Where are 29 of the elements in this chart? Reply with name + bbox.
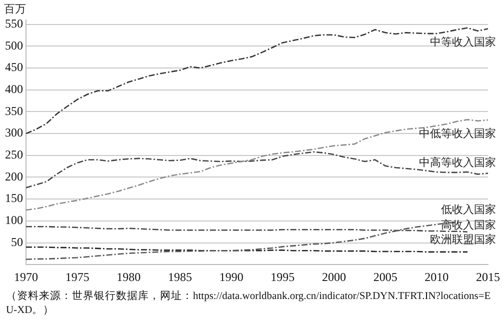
x-tick-label: 1975 [65,270,90,284]
x-tick-label: 1985 [168,270,192,284]
y-tick-label: 350 [5,104,23,118]
y-tick-label: 100 [5,213,23,228]
x-tick-label: 2015 [476,270,500,284]
x-tick-label: 1995 [270,270,295,284]
x-tick-label: 2000 [322,270,346,284]
series-label: 中高等收入国家 [419,156,496,170]
y-tick-label: 150 [5,191,23,206]
y-axis-title: 百万 [4,3,26,16]
series-label: 低收入国家 [441,203,496,216]
y-tick-label: 400 [5,82,23,96]
x-tick-label: 1990 [219,270,244,284]
series-label: 中低等收入国家 [419,126,496,140]
x-tick-label: 1980 [116,270,141,284]
series-label: 欧洲联盟国家 [430,232,496,246]
x-tick-label: 1970 [14,270,38,284]
series-label: 高收入国家 [441,218,496,232]
y-tick-label: 250 [5,148,23,162]
y-tick-label: 300 [5,126,23,140]
y-tick-label: 450 [5,60,23,74]
series-label: 中等收入国家 [430,36,496,49]
y-tick-label: 500 [5,38,23,52]
y-tick-label: 200 [5,169,23,184]
y-tick-label: 50 [11,234,23,249]
x-tick-label: 2010 [424,270,449,284]
text: （资料来源：世界银行数据库，网址：https://data.worldbank.org.cn/indicator/SP.DYN.TFRT.IN?locations=EU-XD。） [6,290,492,318]
y-tick-label: 550 [5,16,23,31]
x-tick-label: 2005 [373,270,398,284]
